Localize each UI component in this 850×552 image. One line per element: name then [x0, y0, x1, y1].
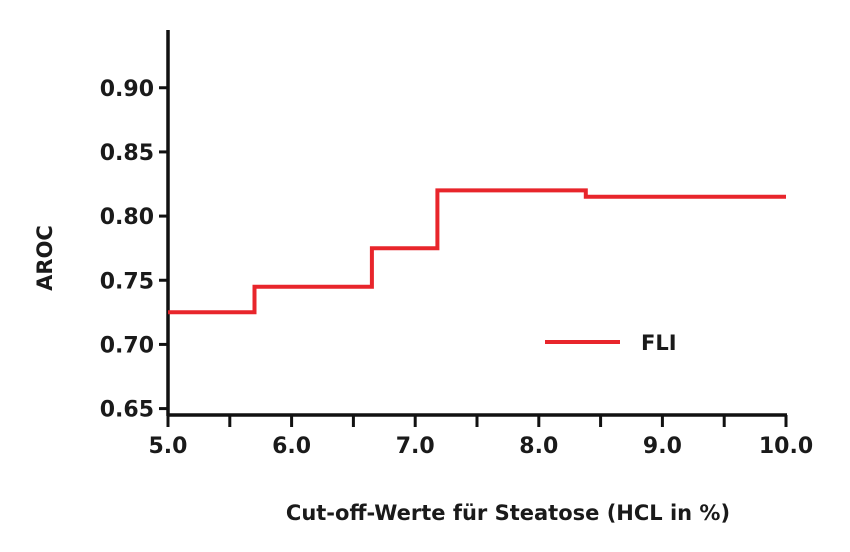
legend: FLI: [545, 331, 677, 355]
legend-label: FLI: [641, 331, 677, 355]
y-tick-label: 0.80: [100, 205, 154, 230]
x-tick-label: 10.0: [759, 434, 813, 459]
x-tick-label: 5.0: [149, 434, 188, 459]
series-layer: [168, 188, 786, 315]
y-tick-label: 0.75: [100, 269, 154, 294]
x-axis-title: Cut-off-Werte für Steatose (HCL in %): [286, 501, 730, 525]
y-tick-label: 0.90: [100, 77, 154, 102]
y-tick-label: 0.70: [100, 333, 154, 358]
x-tick-label: 7.0: [396, 434, 435, 459]
y-tick-label: 0.65: [100, 398, 154, 423]
x-tick-label: 8.0: [519, 434, 558, 459]
series-line-fli: [168, 188, 786, 315]
x-tick-label: 6.0: [272, 434, 311, 459]
y-tick-label: 0.85: [100, 141, 154, 166]
x-tick-label: 9.0: [643, 434, 682, 459]
y-axis-title: AROC: [33, 225, 57, 291]
axes: 0.65 0.70 0.75 0.80 0.85 0.90 5.0 6.0 7.0 8.0 9.0 1…: [100, 30, 813, 459]
